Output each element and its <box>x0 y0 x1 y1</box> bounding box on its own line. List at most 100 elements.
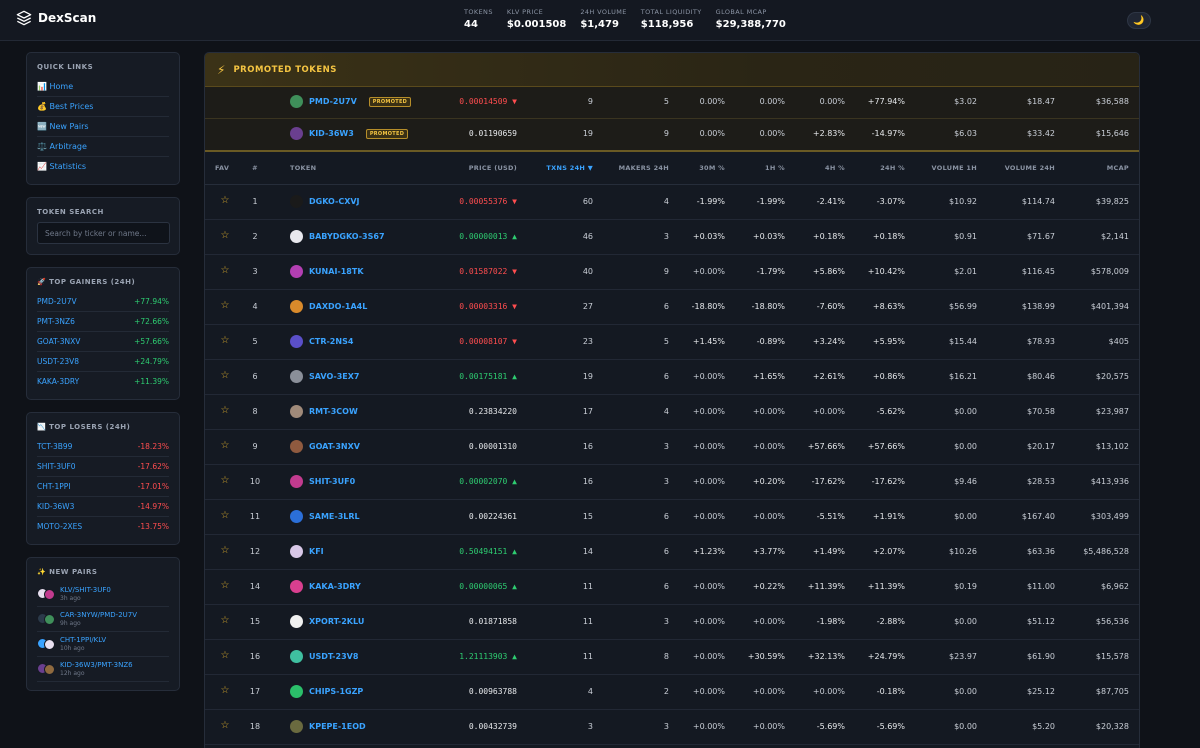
quick-link[interactable]: ⚖️ Arbitrage <box>37 137 169 157</box>
list-item[interactable]: TCT-3B99 -18.23% <box>37 437 169 457</box>
token-search-input[interactable] <box>37 222 170 244</box>
column-header-vol1h[interactable]: VOLUME 1H <box>931 164 977 172</box>
token-link[interactable]: MOTO-2XES <box>37 522 83 531</box>
column-header-makers[interactable]: MAKERS 24H <box>618 164 669 172</box>
favorite-star-icon[interactable]: ☆ <box>220 615 230 626</box>
token-name[interactable]: USDT-23V8 <box>309 652 359 661</box>
token-link[interactable]: SHIT-3UF0 <box>37 462 76 471</box>
table-row[interactable]: ☆ 15 XPORT-2KLU 0.01871858 11 3 +0.00% +0.00% -1… <box>205 605 1139 640</box>
new-pair-item[interactable]: KID-36W3/PMT-3NZ6 12h ago <box>37 657 169 682</box>
table-row[interactable]: ☆ 4 DAXDO-1A4L 0.00003316 ▼ 27 6 -18.80% -18.80… <box>205 290 1139 325</box>
table-row[interactable]: ☆ 8 RMT-3COW 0.23834220 17 4 +0.00% +0.00% +0.00… <box>205 395 1139 430</box>
token-cell[interactable]: USDT-23V8 <box>290 650 440 663</box>
token-cell[interactable]: SAVO-3EX7 <box>290 370 440 383</box>
list-item[interactable]: PMT-3NZ6 +72.66% <box>37 312 169 332</box>
token-link[interactable]: CHT-1PPI <box>37 482 71 491</box>
token-name[interactable]: GOAT-3NXV <box>309 442 360 451</box>
promoted-row[interactable]: KID-36W3 PROMOTED 0.01190659 19 9 0.00% 0.00% +… <box>205 119 1139 152</box>
column-header-mcap[interactable]: MCAP <box>1106 164 1129 172</box>
pair-name[interactable]: KID-36W3/PMT-3NZ6 <box>60 661 133 669</box>
favorite-star-icon[interactable]: ☆ <box>220 720 230 731</box>
list-item[interactable]: PMD-2U7V +77.94% <box>37 292 169 312</box>
token-link[interactable]: PMT-3NZ6 <box>37 317 75 326</box>
token-name[interactable]: SAVO-3EX7 <box>309 372 360 381</box>
favorite-star-icon[interactable]: ☆ <box>220 300 230 311</box>
token-name[interactable]: SAME-3LRL <box>309 512 360 521</box>
promoted-row[interactable]: PMD-2U7V PROMOTED 0.00014509 ▼ 9 5 0.00% 0.00%… <box>205 87 1139 119</box>
quick-link[interactable]: 📊 Home <box>37 77 169 97</box>
token-cell[interactable]: CTR-2NS4 <box>290 335 440 348</box>
favorite-star-icon[interactable]: ☆ <box>220 510 230 521</box>
token-cell[interactable]: SHIT-3UF0 <box>290 475 440 488</box>
token-link[interactable]: KAKA-3DRY <box>37 377 80 386</box>
token-name[interactable]: KFI <box>309 547 324 556</box>
token-cell[interactable]: KAKA-3DRY <box>290 580 440 593</box>
quick-link[interactable]: 🆕 New Pairs <box>37 117 169 137</box>
token-name[interactable]: PMD-2U7V <box>309 97 357 106</box>
favorite-star-icon[interactable]: ☆ <box>220 650 230 661</box>
token-cell[interactable]: DGKO-CXVJ <box>290 195 440 208</box>
token-cell[interactable]: CHIPS-1GZP <box>290 685 440 698</box>
list-item[interactable]: MOTO-2XES -13.75% <box>37 517 169 536</box>
column-header-m30[interactable]: 30M % <box>699 164 725 172</box>
favorite-star-icon[interactable]: ☆ <box>220 195 230 206</box>
table-row[interactable]: ☆ 2 BABYDGKO-3S67 0.00000013 ▲ 46 3 +0.03% +0.0… <box>205 220 1139 255</box>
table-row[interactable]: ☆ 1 DGKO-CXVJ 0.00055376 ▼ 60 4 -1.99% -1.99% -2… <box>205 185 1139 220</box>
table-row[interactable]: ☆ 3 KUNAI-18TK 0.01587022 ▼ 40 9 +0.00% -1.79% +… <box>205 255 1139 290</box>
column-header-vol24[interactable]: VOLUME 24H <box>1004 164 1055 172</box>
token-name[interactable]: BABYDGKO-3S67 <box>309 232 385 241</box>
quick-link[interactable]: 📈 Statistics <box>37 162 87 171</box>
pair-name[interactable]: CAR-3NYW/PMD-2U7V <box>60 611 138 619</box>
table-row[interactable]: ☆ 12 KFI 0.50494151 ▲ 14 6 +1.23% +3.77% +1.49% +… <box>205 535 1139 570</box>
column-header-h1[interactable]: 1H % <box>765 164 785 172</box>
list-item[interactable]: SHIT-3UF0 -17.62% <box>37 457 169 477</box>
table-row[interactable]: ☆ 10 SHIT-3UF0 0.00002070 ▲ 16 3 +0.00% +0.20% -… <box>205 465 1139 500</box>
token-name[interactable]: XPORT-2KLU <box>309 617 365 626</box>
token-link[interactable]: KID-36W3 <box>37 502 75 511</box>
table-row[interactable]: ☆ 6 SAVO-3EX7 0.00175181 ▲ 19 6 +0.00% +1.65% +2… <box>205 360 1139 395</box>
favorite-star-icon[interactable]: ☆ <box>220 230 230 241</box>
table-row[interactable]: ☆ 17 CHIPS-1GZP 0.00963788 4 2 +0.00% +0.00% +0.… <box>205 675 1139 710</box>
column-header-h4[interactable]: 4H % <box>825 164 845 172</box>
token-cell[interactable]: PMD-2U7V PROMOTED <box>290 95 440 108</box>
column-header-txns[interactable]: TXNS 24H ▼ <box>546 164 593 172</box>
table-row[interactable]: ☆ 18 KPEPE-1EOD 0.00432739 3 3 +0.00% +0.00% -5.… <box>205 710 1139 745</box>
column-header-h24[interactable]: 24H % <box>880 164 905 172</box>
pair-name[interactable]: CHT-1PPI/KLV <box>60 636 107 644</box>
column-header-fav[interactable]: FAV <box>215 164 230 172</box>
quick-link[interactable]: 💰 Best Prices <box>37 97 169 117</box>
token-name[interactable]: KID-36W3 <box>309 129 354 138</box>
token-cell[interactable]: BABYDGKO-3S67 <box>290 230 440 243</box>
pair-name[interactable]: KLV/SHIT-3UF0 <box>60 586 111 594</box>
token-cell[interactable]: SAME-3LRL <box>290 510 440 523</box>
favorite-star-icon[interactable]: ☆ <box>220 475 230 486</box>
token-cell[interactable]: XPORT-2KLU <box>290 615 440 628</box>
token-cell[interactable]: KFI <box>290 545 440 558</box>
list-item[interactable]: GOAT-3NXV +57.66% <box>37 332 169 352</box>
token-cell[interactable]: DAXDO-1A4L <box>290 300 440 313</box>
brand[interactable]: DexScan <box>16 10 96 26</box>
table-row[interactable]: ☆ 5 CTR-2NS4 0.00008107 ▼ 23 5 +1.45% -0.89% +3.… <box>205 325 1139 360</box>
table-row[interactable]: ☆ 16 USDT-23V8 1.21113903 ▲ 11 8 +0.00% +30.59%… <box>205 640 1139 675</box>
new-pair-item[interactable]: CHT-1PPI/KLV 10h ago <box>37 632 169 657</box>
favorite-star-icon[interactable]: ☆ <box>220 545 230 556</box>
new-pair-item[interactable]: KLV/SHIT-3UF0 3h ago <box>37 582 169 607</box>
token-name[interactable]: KUNAI-18TK <box>309 267 364 276</box>
token-link[interactable]: TCT-3B99 <box>37 442 73 451</box>
theme-toggle-button[interactable]: 🌙 <box>1127 12 1151 29</box>
table-row[interactable]: ☆ 14 KAKA-3DRY 0.00000065 ▲ 11 6 +0.00% +0.22% +… <box>205 570 1139 605</box>
token-cell[interactable]: KPEPE-1EOD <box>290 720 440 733</box>
favorite-star-icon[interactable]: ☆ <box>220 405 230 416</box>
new-pair-item[interactable]: CAR-3NYW/PMD-2U7V 9h ago <box>37 607 169 632</box>
token-cell[interactable]: KID-36W3 PROMOTED <box>290 127 440 140</box>
list-item[interactable]: KID-36W3 -14.97% <box>37 497 169 517</box>
token-cell[interactable]: GOAT-3NXV <box>290 440 440 453</box>
token-name[interactable]: KPEPE-1EOD <box>309 722 366 731</box>
table-row[interactable]: ☆ 9 GOAT-3NXV 0.00001310 16 3 +0.00% +0.00% +57.… <box>205 430 1139 465</box>
favorite-star-icon[interactable]: ☆ <box>220 580 230 591</box>
column-header-token[interactable]: TOKEN <box>290 164 317 172</box>
token-cell[interactable]: KUNAI-18TK <box>290 265 440 278</box>
column-header-price[interactable]: PRICE (USD) <box>468 164 517 172</box>
token-link[interactable]: GOAT-3NXV <box>37 337 81 346</box>
token-link[interactable]: USDT-23V8 <box>37 357 80 366</box>
